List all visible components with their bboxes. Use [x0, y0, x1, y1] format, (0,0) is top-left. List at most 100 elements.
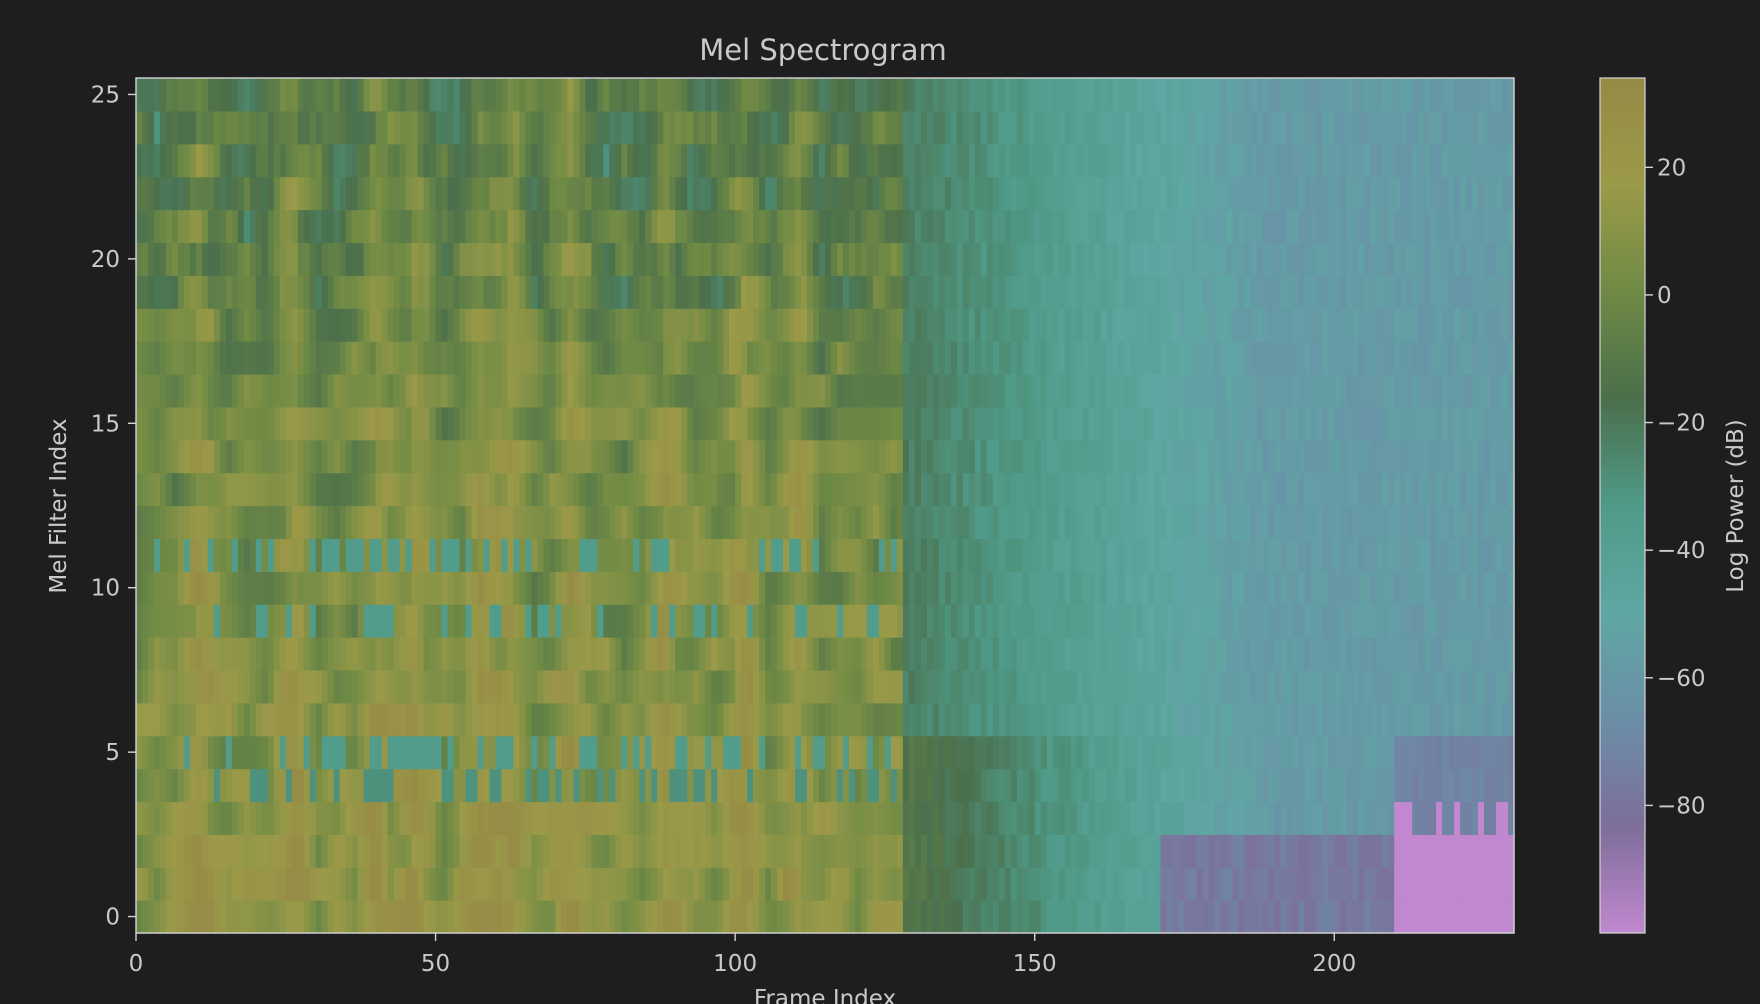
- heatmap-cell: [471, 768, 479, 803]
- heatmap-cell: [693, 373, 700, 408]
- heatmap-cell: [998, 78, 1006, 112]
- heatmap-cell: [267, 505, 275, 539]
- heatmap-cell: [639, 735, 646, 770]
- heatmap-cell: [789, 242, 796, 276]
- heatmap-cell: [465, 505, 473, 539]
- heatmap-cell: [213, 505, 221, 539]
- heatmap-cell: [603, 341, 610, 375]
- heatmap-cell: [735, 341, 742, 375]
- heatmap-cell: [387, 604, 395, 638]
- heatmap-cell: [489, 505, 497, 539]
- heatmap-cell: [1178, 78, 1186, 112]
- heatmap-cell: [866, 78, 874, 112]
- heatmap-cell: [189, 341, 197, 375]
- heatmap-cell: [663, 768, 670, 803]
- heatmap-cell: [159, 439, 167, 474]
- heatmap-cell: [729, 472, 736, 507]
- heatmap-cell: [519, 472, 527, 507]
- heatmap-cell: [159, 801, 167, 835]
- heatmap-cell: [249, 637, 257, 671]
- heatmap-cell: [561, 110, 568, 145]
- heatmap-cell: [591, 505, 598, 539]
- heatmap-cell: [1016, 768, 1024, 803]
- heatmap-cell: [830, 275, 838, 309]
- heatmap-cell: [387, 900, 395, 934]
- heatmap-cell: [747, 143, 754, 178]
- heatmap-cell: [974, 702, 982, 737]
- heatmap-cell: [153, 110, 161, 145]
- heatmap-cell: [471, 538, 479, 572]
- heatmap-cell: [777, 735, 784, 770]
- heatmap-cell: [573, 78, 580, 112]
- heatmap-cell: [291, 110, 299, 145]
- heatmap-cell: [249, 538, 257, 572]
- heatmap-cell: [801, 571, 808, 605]
- heatmap-cell: [807, 768, 814, 803]
- heatmap-cell: [471, 110, 479, 145]
- heatmap-cell: [423, 78, 431, 112]
- heatmap-cell: [860, 209, 868, 244]
- heatmap-cell: [483, 176, 491, 211]
- heatmap-cell: [297, 176, 305, 211]
- heatmap-cell: [645, 143, 652, 178]
- heatmap-cell: [249, 735, 257, 770]
- heatmap-cell: [537, 209, 545, 244]
- heatmap-cell: [531, 176, 539, 211]
- heatmap-cell: [938, 341, 946, 375]
- heatmap-cell: [303, 702, 311, 737]
- heatmap-cell: [1190, 341, 1198, 375]
- heatmap-cell: [501, 900, 509, 934]
- heatmap-cell: [1226, 176, 1234, 211]
- heatmap-cell: [699, 406, 706, 441]
- heatmap-cell: [1250, 406, 1257, 441]
- heatmap-cell: [1262, 637, 1269, 671]
- heatmap-cell: [747, 439, 754, 474]
- heatmap-cell: [1022, 406, 1030, 441]
- heatmap-cell: [513, 472, 521, 507]
- heatmap-cell: [801, 341, 808, 375]
- heatmap-cell: [687, 801, 694, 835]
- heatmap-cell: [507, 604, 515, 638]
- heatmap-cell: [513, 341, 521, 375]
- heatmap-cell: [633, 867, 640, 901]
- heatmap-cell: [1244, 801, 1251, 835]
- heatmap-cell: [789, 143, 796, 178]
- heatmap-cell: [213, 571, 221, 605]
- heatmap-cell: [1280, 143, 1287, 178]
- heatmap-cell: [435, 78, 443, 112]
- heatmap-cell: [980, 900, 988, 934]
- heatmap-cell: [878, 505, 886, 539]
- heatmap-cell: [807, 176, 814, 211]
- heatmap-cell: [1148, 341, 1156, 375]
- heatmap-cell: [1262, 702, 1269, 737]
- heatmap-cell: [351, 472, 359, 507]
- heatmap-cell: [315, 900, 323, 934]
- heatmap-cell: [1238, 439, 1245, 474]
- heatmap-cell: [1142, 406, 1150, 441]
- heatmap-cell: [1172, 867, 1180, 901]
- heatmap-cell: [914, 176, 922, 211]
- heatmap-cell: [357, 834, 365, 868]
- heatmap-cell: [1226, 373, 1234, 408]
- heatmap-cell: [267, 439, 275, 474]
- heatmap-cell: [585, 702, 592, 737]
- heatmap-cell: [411, 373, 419, 408]
- heatmap-cell: [345, 78, 353, 112]
- heatmap-cell: [465, 341, 473, 375]
- heatmap-cell: [261, 669, 269, 704]
- heatmap-cell: [543, 768, 550, 803]
- heatmap-cell: [741, 209, 748, 244]
- heatmap-cell: [789, 209, 796, 244]
- heatmap-cell: [549, 669, 556, 704]
- heatmap-cell: [1106, 209, 1114, 244]
- heatmap-cell: [729, 768, 736, 803]
- heatmap-cell: [249, 308, 257, 342]
- heatmap-cell: [447, 439, 455, 474]
- heatmap-cell: [699, 669, 706, 704]
- heatmap-cell: [225, 538, 233, 572]
- heatmap-cell: [189, 439, 197, 474]
- heatmap-cell: [974, 669, 982, 704]
- heatmap-cell: [321, 801, 329, 835]
- heatmap-cell: [393, 834, 401, 868]
- heatmap-cell: [333, 505, 341, 539]
